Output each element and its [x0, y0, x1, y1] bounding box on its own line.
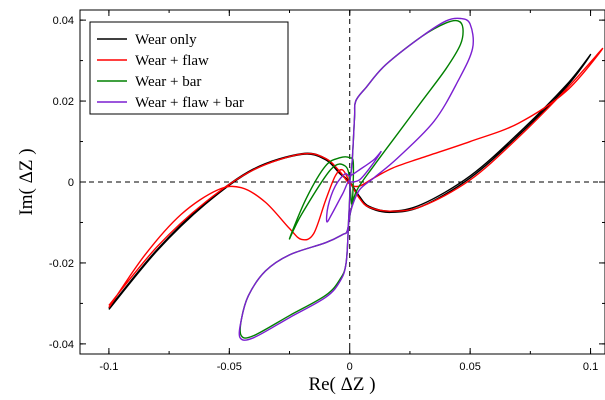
y-tick-label: -0.04 [49, 339, 74, 351]
legend-label-3: Wear + bar [135, 74, 201, 90]
y-tick-label: 0.04 [53, 15, 74, 27]
y-axis-title: Im( ΔZ ) [16, 148, 37, 215]
legend-label-2: Wear + flaw [135, 53, 209, 69]
legend-label-1: Wear only [135, 32, 197, 48]
series-line-2 [108, 47, 604, 308]
series-line-4 [238, 17, 474, 341]
x-tick-label: -0.1 [99, 361, 118, 373]
series-layer [108, 17, 604, 341]
y-axis-ticks: -0.04 -0.02 0 0.02 0.04 [49, 15, 605, 351]
x-axis-title: Re( ΔZ ) [308, 374, 375, 395]
legend: Wear only Wear + flaw Wear + bar Wear + fla… [89, 21, 289, 115]
legend-box [89, 21, 289, 115]
x-axis-ticks: -0.1 -0.05 0 0.05 0.1 [99, 10, 598, 373]
x-tick-label: -0.05 [217, 361, 242, 373]
x-tick-label: 0.1 [583, 361, 598, 373]
y-tick-label: 0.02 [53, 96, 74, 108]
legend-label-4: Wear + flaw + bar [135, 95, 244, 111]
x-tick-label: 0 [347, 361, 353, 373]
y-tick-label: -0.02 [49, 258, 74, 270]
y-tick-label: 0 [68, 177, 74, 189]
x-tick-label: 0.05 [459, 361, 480, 373]
